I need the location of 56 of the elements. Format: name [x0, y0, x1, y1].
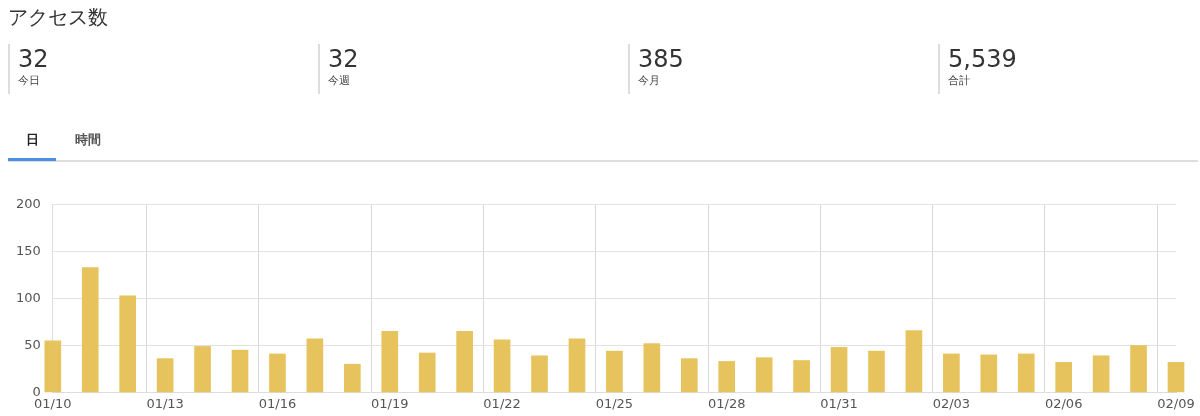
- text: 時間: [74, 131, 102, 149]
- bar: [81, 267, 99, 393]
- bar: [793, 360, 810, 393]
- text: 385: [638, 44, 685, 74]
- x-tick-label: 02/03: [932, 395, 971, 411]
- x-tick-label: 01/13: [146, 395, 184, 411]
- text: 日: [8, 124, 56, 161]
- x-tick-label: 02/06: [1044, 395, 1083, 411]
- text: 合計: [948, 74, 971, 88]
- text: 今日: [18, 74, 41, 88]
- x-tick-label: 01/25: [595, 395, 634, 411]
- bar: [1130, 345, 1147, 393]
- text: 5,539: [948, 44, 1018, 74]
- y-tick-label: 200: [15, 196, 41, 212]
- text: 32: [18, 44, 50, 74]
- bar: [119, 295, 137, 393]
- bar: [606, 350, 623, 393]
- bar: [194, 346, 211, 393]
- bar: [1055, 362, 1073, 393]
- bar: [418, 352, 436, 393]
- chart-title: アクセス数: [8, 4, 108, 31]
- bar: [493, 339, 511, 393]
- bar: [980, 354, 998, 393]
- bar: [755, 357, 773, 393]
- x-tick-label: 01/31: [820, 395, 858, 411]
- y-tick-label: 100: [15, 289, 41, 305]
- bar: [1167, 362, 1185, 393]
- bar: [830, 347, 848, 393]
- bar: [306, 338, 324, 393]
- x-tick-label: 01/28: [707, 395, 746, 411]
- text: 今週: [328, 74, 351, 88]
- bar: [1092, 355, 1110, 393]
- bar: [1017, 353, 1035, 393]
- bar: [44, 340, 62, 393]
- text: 32: [328, 44, 360, 74]
- bar: [381, 331, 399, 393]
- x-tick-label: 01/16: [258, 395, 297, 411]
- bar: [868, 350, 885, 393]
- bar: [269, 353, 286, 393]
- text: 今月: [638, 74, 661, 88]
- y-tick-label: 150: [15, 243, 41, 259]
- bar: [231, 349, 249, 393]
- bar: [456, 331, 473, 393]
- y-tick-label: 50: [24, 336, 41, 352]
- bar: [680, 358, 698, 393]
- bar: [718, 361, 736, 393]
- x-tick-label: 01/19: [371, 395, 409, 411]
- bar: [531, 355, 548, 393]
- x-tick-label: 02/09: [1157, 395, 1195, 411]
- bar: [156, 358, 174, 393]
- bar: [643, 343, 661, 393]
- bar: [905, 330, 923, 393]
- bar: [943, 353, 960, 393]
- bar: [344, 363, 361, 393]
- bar: [568, 338, 586, 393]
- x-tick-label: 01/22: [483, 395, 521, 411]
